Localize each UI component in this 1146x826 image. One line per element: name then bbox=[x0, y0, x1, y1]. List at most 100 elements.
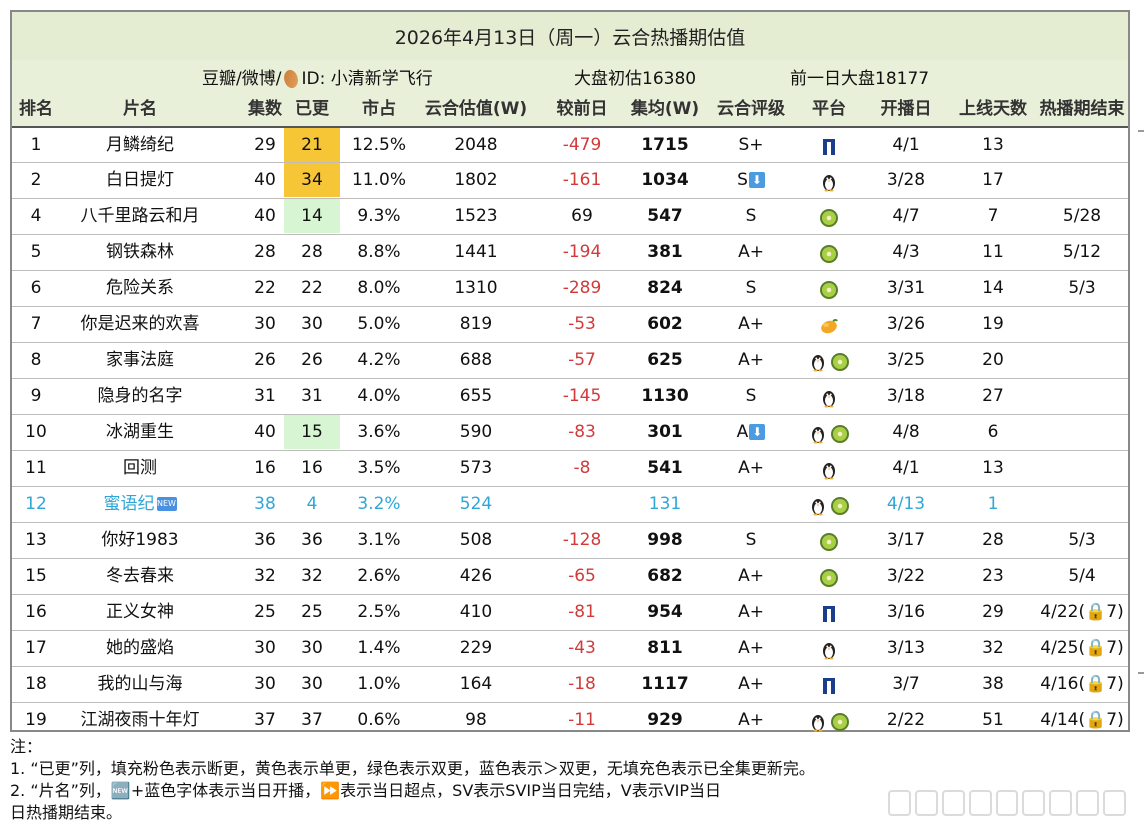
title-text: 冰湖重生 bbox=[106, 422, 174, 442]
col-delta: -65 bbox=[568, 566, 596, 586]
col-aired: 28 bbox=[301, 242, 323, 262]
col-days: 28 bbox=[982, 530, 1004, 550]
col-share: 2.6% bbox=[357, 566, 401, 586]
col-platform bbox=[794, 199, 864, 234]
col-episodes: 28 bbox=[254, 242, 276, 262]
col-title: 正义女神 bbox=[60, 595, 220, 630]
header-col-start: 开播日 bbox=[880, 99, 932, 119]
col-days: 13 bbox=[982, 458, 1004, 478]
col-rank: 4 bbox=[30, 206, 42, 226]
col-rank: 7 bbox=[30, 314, 42, 334]
col-avg: 547 bbox=[647, 206, 683, 226]
col-days: 17 bbox=[982, 170, 1004, 190]
col-rank: 10 bbox=[25, 422, 47, 442]
col-end bbox=[1036, 487, 1128, 522]
col-rank: 11 bbox=[25, 458, 47, 478]
rating-text: S bbox=[745, 206, 757, 226]
col-aired: 30 bbox=[301, 638, 323, 658]
col-title: 你是迟来的欢喜 bbox=[60, 307, 220, 342]
col-share: 9.3% bbox=[357, 206, 401, 226]
col-aired: 26 bbox=[301, 350, 323, 370]
col-end bbox=[1036, 451, 1128, 486]
youku-icon bbox=[819, 602, 839, 622]
table-row: 18 我的山与海 30 30 1.0% 164 -18 1117 A+ 3/7 38 4/16(🔒7) bbox=[12, 666, 1128, 702]
col-aired: 21 bbox=[284, 128, 340, 162]
source-credit: 豆瓣/微博/ID: 小清新学飞行 bbox=[202, 64, 433, 91]
col-share: 1.0% bbox=[357, 674, 401, 694]
col-start: 4/1 bbox=[892, 458, 920, 478]
rating-text: S bbox=[745, 530, 757, 550]
rating-text: S bbox=[737, 170, 748, 190]
title-text: 蜜语纪 bbox=[103, 494, 155, 514]
valuation-table: 2026年4月13日（周一）云合热播期估值 豆瓣/微博/ID: 小清新学飞行 大… bbox=[10, 10, 1130, 732]
col-days: 29 bbox=[982, 602, 1004, 622]
col-rank: 5 bbox=[30, 242, 42, 262]
col-delta: -18 bbox=[568, 674, 596, 694]
col-delta: -8 bbox=[573, 458, 591, 478]
col-estimate: 426 bbox=[459, 566, 493, 586]
col-title: 月鳞绮纪 bbox=[60, 128, 220, 163]
rating-text: A bbox=[736, 422, 749, 442]
col-start: 3/7 bbox=[892, 674, 920, 694]
tencent-penguin-icon bbox=[819, 638, 839, 660]
col-rank: 12 bbox=[25, 494, 47, 514]
col-title: 白日提灯 bbox=[60, 163, 220, 198]
col-share: 8.8% bbox=[357, 242, 401, 262]
col-episodes: 40 bbox=[254, 170, 276, 190]
col-days: 1 bbox=[987, 494, 999, 514]
col-end bbox=[1036, 379, 1128, 414]
col-rating: S bbox=[708, 271, 794, 306]
col-rating: A+ bbox=[708, 343, 794, 378]
title-text: 月鳞绮纪 bbox=[106, 135, 174, 155]
col-aired: 14 bbox=[284, 199, 340, 233]
col-platform bbox=[794, 128, 864, 163]
col-rank: 16 bbox=[25, 602, 47, 622]
title-text: 正义女神 bbox=[106, 602, 174, 622]
rating-text: A+ bbox=[738, 602, 764, 622]
col-avg: 682 bbox=[647, 566, 683, 586]
col-share: 11.0% bbox=[351, 170, 406, 190]
table-row: 13 你好1983 36 36 3.1% 508 -128 998 S 3/17 28 5/3 bbox=[12, 522, 1128, 558]
col-days: 6 bbox=[987, 422, 999, 442]
col-rating: S bbox=[708, 199, 794, 234]
rating-text: S+ bbox=[738, 135, 764, 155]
col-title: 她的盛焰 bbox=[60, 631, 220, 666]
col-estimate: 524 bbox=[459, 494, 493, 514]
col-episodes: 36 bbox=[254, 530, 276, 550]
col-platform bbox=[794, 415, 864, 450]
table-row: 12 蜜语纪 NEW 38 4 3.2% 524 131 4/13 1 bbox=[12, 486, 1128, 522]
col-days: 19 bbox=[982, 314, 1004, 334]
col-aired: 16 bbox=[301, 458, 323, 478]
title-text: 你好1983 bbox=[101, 530, 179, 550]
tencent-penguin-icon bbox=[808, 494, 828, 516]
col-share: 2.5% bbox=[357, 602, 401, 622]
col-title: 我的山与海 bbox=[60, 667, 220, 702]
tencent-penguin-icon bbox=[808, 422, 828, 444]
col-aired: 4 bbox=[306, 494, 318, 514]
col-start: 3/31 bbox=[886, 278, 926, 298]
col-start: 3/18 bbox=[886, 386, 926, 406]
rating-text: A+ bbox=[738, 458, 764, 478]
col-days: 51 bbox=[982, 710, 1004, 730]
col-platform bbox=[794, 307, 864, 342]
title-text: 隐身的名字 bbox=[97, 386, 183, 406]
header-col-share: 市占 bbox=[362, 99, 396, 119]
col-days: 38 bbox=[982, 674, 1004, 694]
col-avg: 998 bbox=[647, 530, 683, 550]
col-delta: -289 bbox=[562, 278, 602, 298]
col-end: 5/12 bbox=[1062, 242, 1102, 262]
title-text: 2026年4月13日（周一）云合热播期估值 bbox=[394, 26, 746, 49]
col-days: 11 bbox=[982, 242, 1004, 262]
source-id: ID: 小清新学飞行 bbox=[301, 69, 433, 89]
source-prefix: 豆瓣/微博/ bbox=[202, 69, 282, 89]
col-rank: 6 bbox=[30, 278, 42, 298]
youku-icon bbox=[819, 674, 839, 694]
col-estimate: 410 bbox=[459, 602, 493, 622]
col-start: 3/25 bbox=[886, 350, 926, 370]
col-aired: 30 bbox=[301, 314, 323, 334]
col-rating: A ⬇ bbox=[708, 415, 794, 450]
col-estimate: 1523 bbox=[454, 206, 498, 226]
col-end: 4/16(🔒7) bbox=[1040, 674, 1124, 694]
col-title: 隐身的名字 bbox=[60, 379, 220, 414]
col-start: 4/1 bbox=[892, 135, 920, 155]
